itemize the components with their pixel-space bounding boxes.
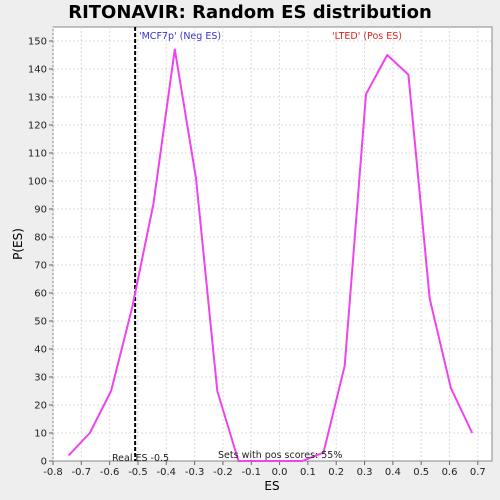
- y-tick-label: 110: [28, 149, 47, 160]
- y-axis-ticks: 0 10 20 30 40 50 60 70 80 90 100 110 120 130 140 150: [28, 37, 53, 468]
- pos-es-label: 'LTED' (Pos ES): [332, 31, 402, 42]
- x-axis-label: ES: [264, 479, 279, 493]
- x-tick-label: -0.6: [100, 467, 120, 478]
- x-axis-ticks: -0.8 -0.7 -0.6 -0.5 -0.4 -0.3 -0.2 -0.1 0.0 0.1 0.…: [43, 461, 486, 478]
- y-tick-label: 70: [34, 261, 47, 272]
- y-tick-label: 30: [34, 373, 47, 384]
- y-tick-label: 150: [28, 37, 47, 48]
- y-tick-label: 50: [34, 317, 47, 328]
- plot-area: [52, 26, 493, 462]
- x-tick-label: 0.4: [385, 467, 401, 478]
- x-tick-label: -0.5: [128, 467, 148, 478]
- y-tick-label: 120: [28, 121, 47, 132]
- real-es-label: Real ES -0.5: [112, 453, 169, 464]
- y-tick-label: 40: [34, 345, 47, 356]
- y-tick-label: 0: [41, 457, 47, 468]
- x-tick-label: -0.1: [242, 467, 262, 478]
- y-axis-label: P(ES): [11, 228, 25, 260]
- x-tick-label: 0.1: [300, 467, 316, 478]
- y-tick-label: 140: [28, 65, 47, 76]
- y-tick-label: 90: [34, 205, 47, 216]
- x-tick-label: 0.7: [470, 467, 486, 478]
- y-tick-label: 20: [34, 401, 47, 412]
- neg-es-label: 'MCF7p' (Neg ES): [139, 31, 221, 42]
- x-tick-label: -0.2: [213, 467, 233, 478]
- series-line: [67, 48, 474, 462]
- x-tick-label: 0.5: [413, 467, 429, 478]
- x-tick-label: 0.2: [328, 467, 344, 478]
- grid-lines: [52, 27, 492, 461]
- pos-scores-label: Sets with pos scores: 55%: [218, 450, 342, 461]
- y-tick-label: 80: [34, 233, 47, 244]
- x-tick-label: -0.3: [185, 467, 205, 478]
- chart-title: RITONAVIR: Random ES distribution: [68, 2, 432, 23]
- y-tick-label: 130: [28, 93, 47, 104]
- x-tick-label: -0.8: [43, 467, 63, 478]
- y-tick-label: 10: [34, 429, 47, 440]
- x-tick-label: 0.0: [272, 467, 288, 478]
- y-tick-label: 60: [34, 289, 47, 300]
- x-tick-label: 0.3: [357, 467, 373, 478]
- x-tick-label: -0.7: [72, 467, 92, 478]
- x-tick-label: -0.4: [157, 467, 177, 478]
- y-tick-label: 100: [28, 177, 47, 188]
- x-tick-label: 0.6: [442, 467, 458, 478]
